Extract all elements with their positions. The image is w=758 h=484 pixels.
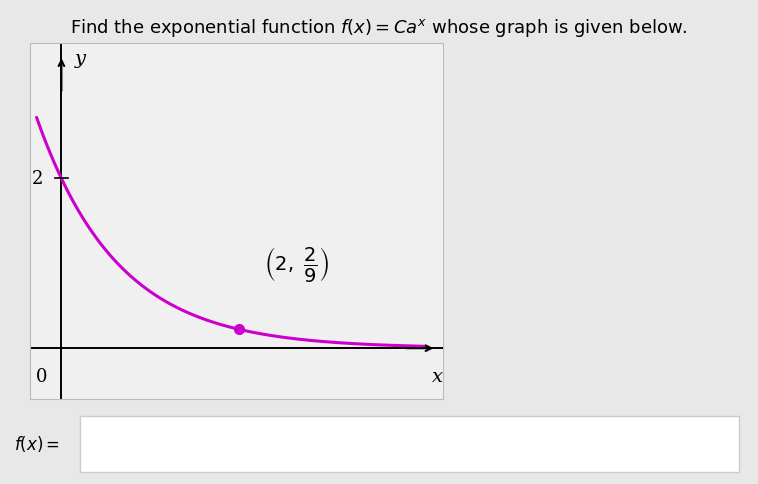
Text: 2: 2 bbox=[33, 170, 44, 188]
Text: $f(x) =$: $f(x) =$ bbox=[14, 433, 60, 453]
Text: 0: 0 bbox=[36, 367, 48, 385]
Text: Find the exponential function $f(x) = Ca^x$ whose graph is given below.: Find the exponential function $f(x) = Ca… bbox=[70, 17, 688, 39]
Text: x: x bbox=[432, 367, 443, 385]
Text: y: y bbox=[75, 50, 86, 68]
Text: $\left(2,\ \dfrac{2}{9}\right)$: $\left(2,\ \dfrac{2}{9}\right)$ bbox=[264, 244, 329, 283]
